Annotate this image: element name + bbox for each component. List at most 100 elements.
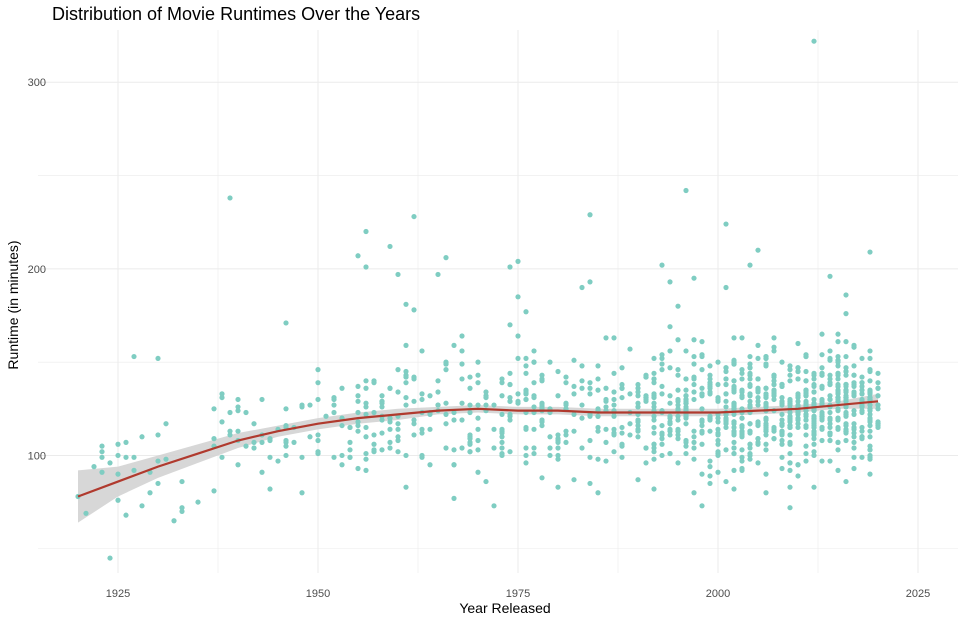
data-point [867, 419, 873, 425]
data-point [811, 370, 817, 376]
data-point [787, 402, 793, 408]
data-point [707, 391, 713, 397]
data-point [819, 331, 825, 337]
data-point [395, 449, 401, 455]
data-point [715, 430, 721, 436]
data-point [795, 421, 801, 427]
data-point [683, 400, 689, 406]
data-point [419, 391, 425, 397]
data-point [651, 400, 657, 406]
data-point [435, 389, 441, 395]
data-point [835, 359, 841, 365]
data-point [739, 376, 745, 382]
data-point [523, 355, 529, 362]
data-point [731, 385, 737, 391]
data-point [635, 393, 641, 399]
data-point [387, 426, 393, 432]
data-point [739, 434, 745, 440]
data-point [603, 458, 609, 464]
data-point [467, 432, 473, 438]
data-point [523, 396, 529, 403]
data-point [595, 406, 601, 412]
data-point [803, 432, 809, 438]
data-point [619, 441, 625, 447]
data-point [795, 417, 801, 423]
data-point [395, 367, 401, 373]
data-point [803, 422, 809, 429]
data-point [475, 415, 481, 421]
data-point [355, 398, 361, 404]
data-point [771, 396, 777, 403]
data-point [363, 400, 369, 406]
data-point [643, 398, 649, 404]
data-point [867, 249, 873, 255]
data-point [499, 445, 505, 451]
data-point [635, 422, 641, 429]
data-point [659, 355, 665, 362]
data-point [315, 437, 321, 444]
data-point [643, 374, 649, 380]
data-point [651, 445, 657, 451]
data-point [363, 228, 369, 235]
data-point [539, 376, 545, 382]
data-point [459, 333, 465, 339]
data-point [843, 394, 849, 401]
data-point [675, 372, 681, 378]
data-point [827, 393, 833, 399]
data-point [635, 428, 641, 434]
data-point [363, 404, 369, 410]
data-point [795, 340, 801, 347]
data-point [747, 441, 753, 447]
points-layer [75, 38, 881, 561]
data-point [723, 221, 729, 227]
trend-line-layer [77, 400, 879, 498]
data-point [667, 426, 673, 432]
data-point [275, 458, 281, 464]
data-point [611, 402, 617, 408]
data-point [659, 452, 665, 459]
data-point [355, 465, 361, 472]
x-axis-title: Year Released [459, 600, 550, 616]
data-point [491, 445, 497, 451]
data-point [499, 430, 505, 436]
data-point [643, 445, 649, 451]
data-point [675, 402, 681, 408]
data-point [355, 428, 361, 434]
data-point [731, 450, 737, 457]
data-point [531, 404, 537, 410]
data-point [747, 361, 753, 367]
data-point [235, 428, 241, 434]
data-point [699, 471, 705, 477]
data-point [419, 396, 425, 403]
data-point [803, 417, 809, 423]
data-point [787, 378, 793, 384]
data-point [651, 394, 657, 401]
data-point [811, 441, 817, 447]
data-point [99, 454, 105, 460]
data-point [755, 402, 761, 408]
data-point [595, 490, 601, 496]
data-point [395, 426, 401, 432]
data-point [475, 402, 481, 408]
data-point [851, 439, 857, 445]
data-point [627, 346, 633, 352]
data-point [395, 437, 401, 444]
data-point [579, 415, 585, 421]
data-point [747, 383, 753, 390]
data-point [699, 353, 705, 360]
data-point [731, 439, 737, 445]
data-point [491, 426, 497, 432]
data-point [811, 413, 817, 419]
data-point [379, 447, 385, 453]
data-point [651, 486, 657, 492]
chart-title: Distribution of Movie Runtimes Over the … [52, 4, 421, 24]
data-point [739, 387, 745, 393]
data-point [811, 436, 817, 442]
data-point [99, 469, 105, 475]
data-point [627, 421, 633, 427]
data-point [683, 348, 689, 354]
data-point [515, 355, 521, 362]
data-point [755, 385, 761, 391]
data-point [651, 441, 657, 447]
